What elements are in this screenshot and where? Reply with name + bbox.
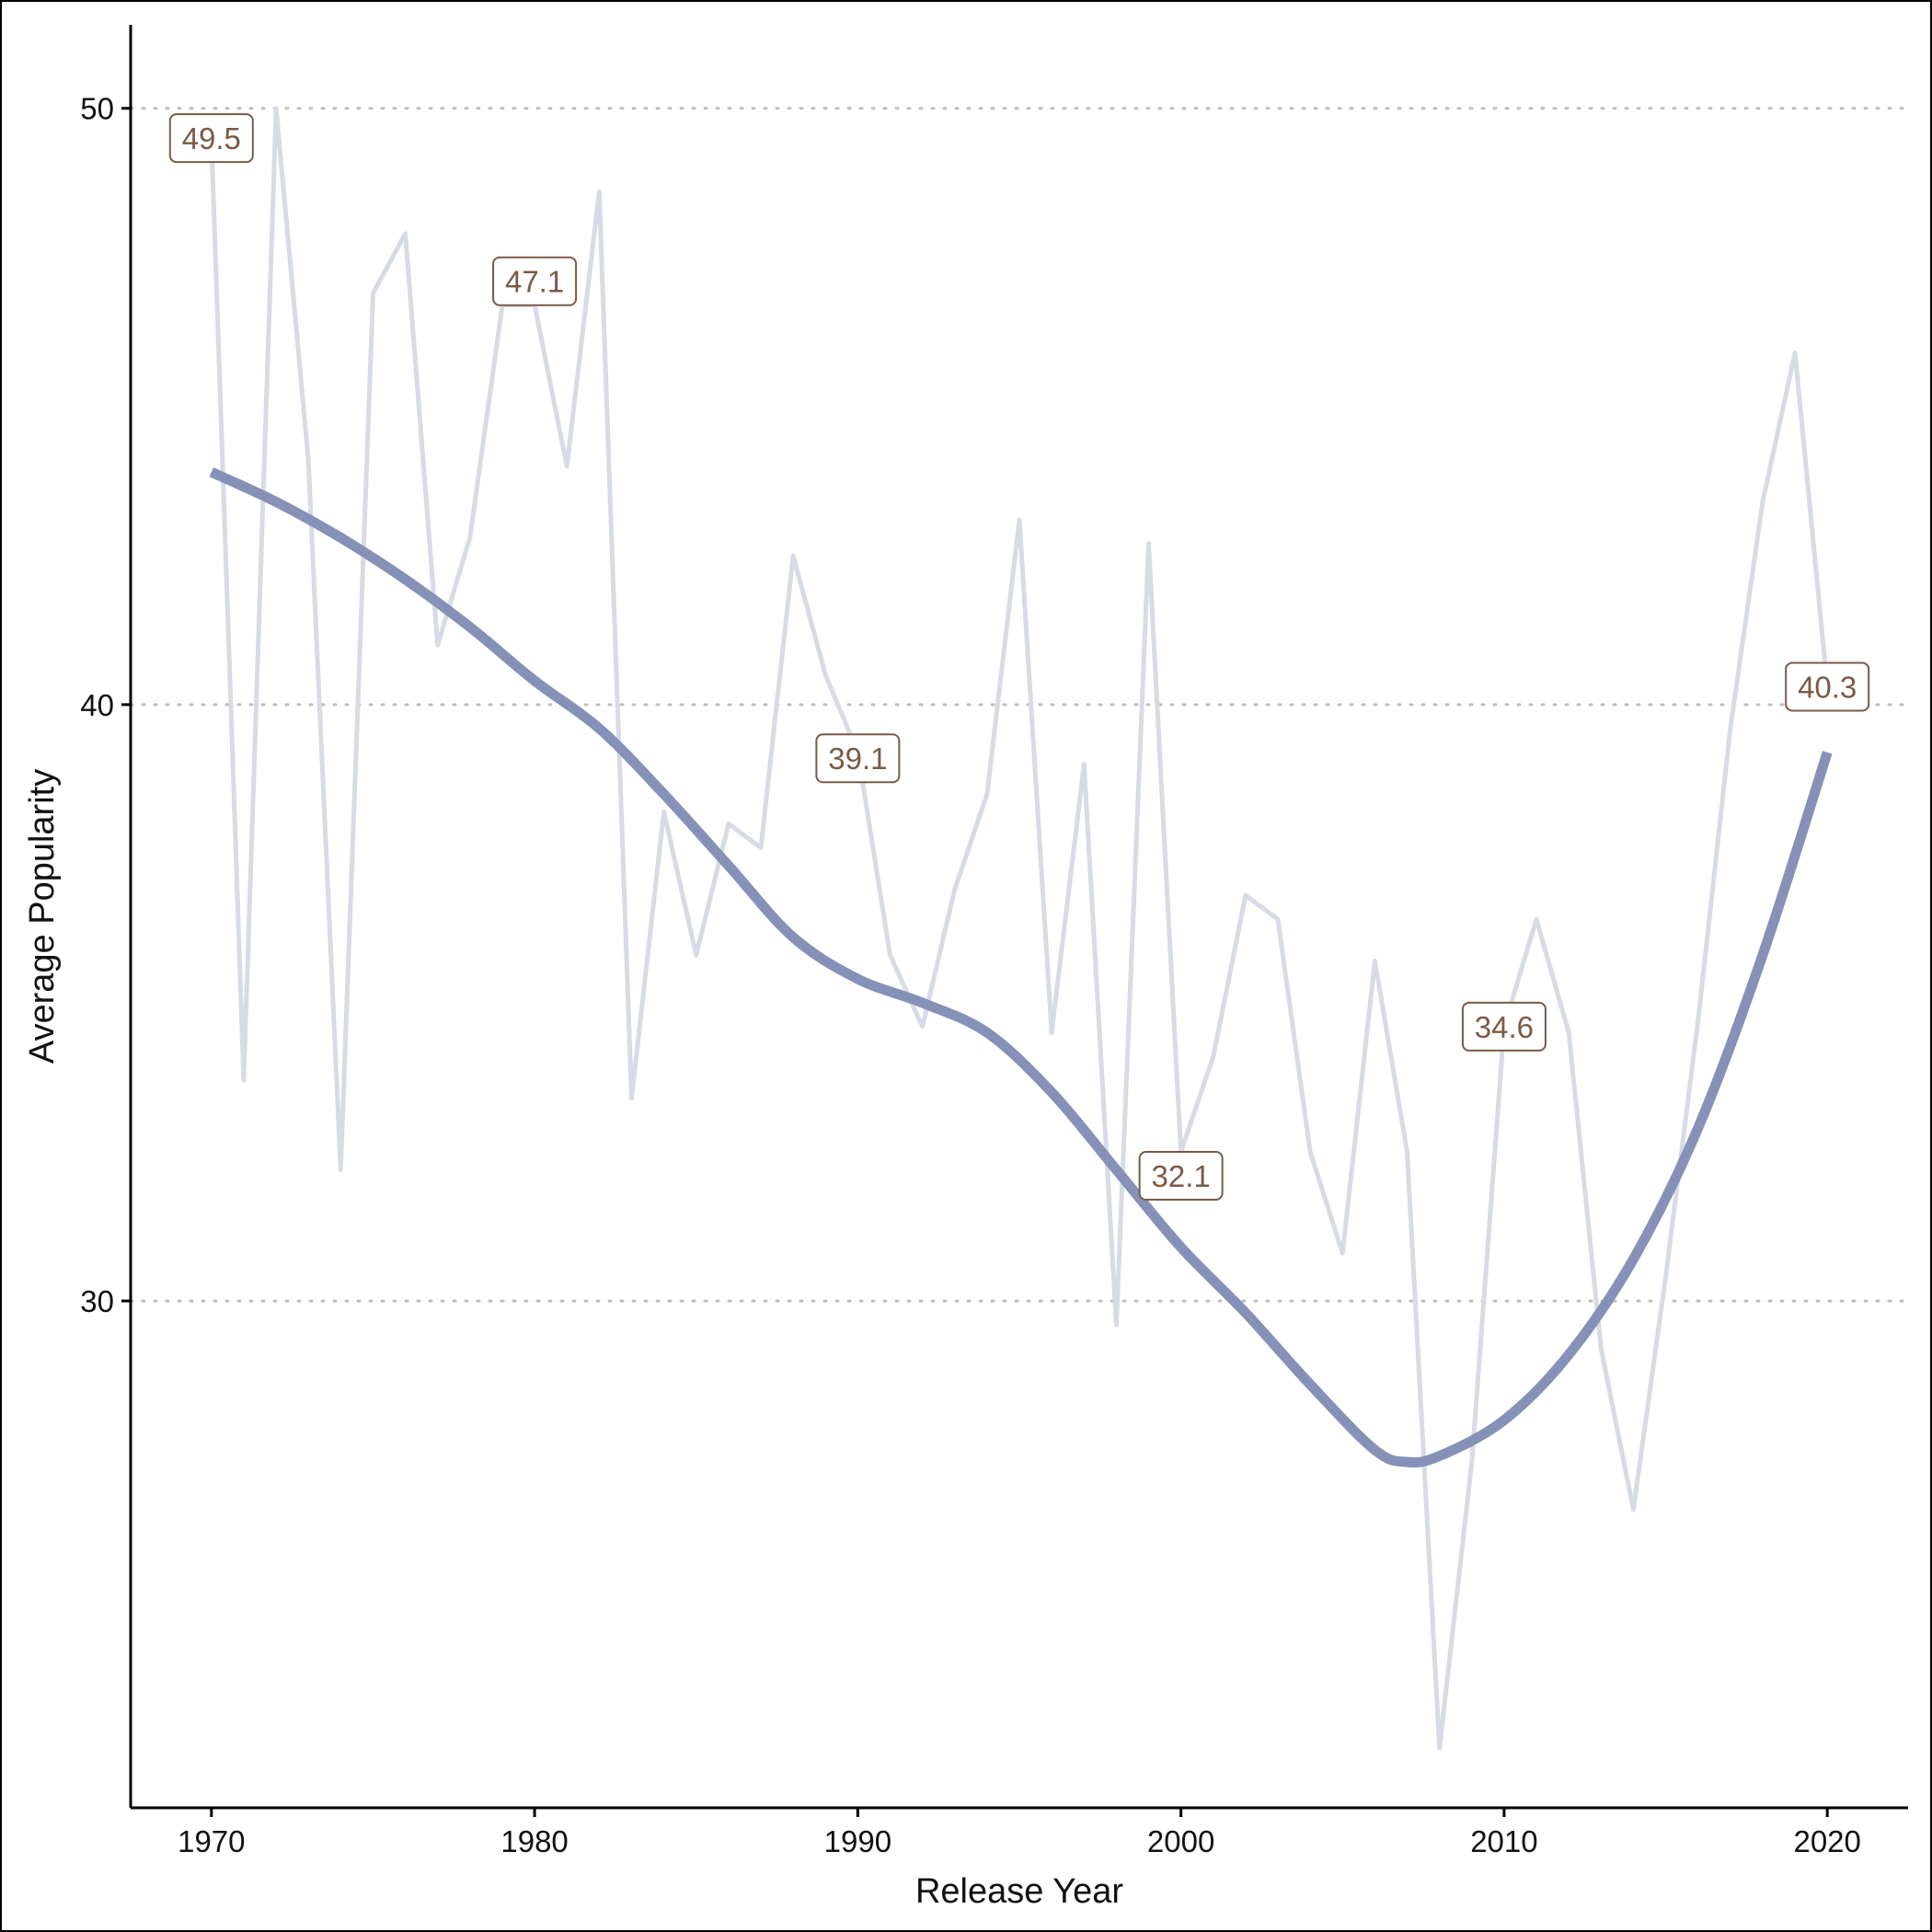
data-labels: 49.5 47.1 39.1 32.1 34.6 40.3	[168, 113, 1870, 1201]
x-tick-label-2000: 2000	[1147, 1824, 1214, 1858]
y-tick-label-40: 40	[80, 688, 114, 722]
y-tick-label-30: 30	[80, 1284, 114, 1318]
x-tick-label-1980: 1980	[500, 1824, 568, 1858]
x-tick-label-2020: 2020	[1793, 1824, 1860, 1858]
x-tick-label-1970: 1970	[178, 1824, 245, 1858]
gridlines	[129, 107, 1910, 1303]
x-axis-title: Release Year	[915, 1872, 1123, 1911]
smoothed-series	[209, 467, 1833, 1468]
y-axis-title: Average Popularity	[23, 769, 62, 1064]
y-tick-label-50: 50	[80, 92, 114, 126]
data-label-text: 40.3	[1798, 670, 1857, 704]
data-label-box	[1461, 1001, 1547, 1052]
data-label-text: 34.6	[1475, 1010, 1534, 1044]
data-label-1970: 49.5	[168, 113, 254, 164]
data-label-box	[168, 113, 254, 164]
data-label-text: 49.5	[182, 121, 241, 155]
data-label-box	[1138, 1150, 1224, 1201]
x-tick-label-2010: 2010	[1470, 1824, 1537, 1858]
data-label-box	[492, 256, 578, 306]
data-label-1990: 39.1	[815, 733, 901, 784]
raw-series-line	[209, 106, 1830, 1751]
data-label-text: 39.1	[828, 742, 887, 776]
data-label-2020: 40.3	[1785, 661, 1870, 712]
smoothed-trend-line	[209, 467, 1833, 1468]
raw-series	[209, 106, 1830, 1751]
x-tick-label-1990: 1990	[824, 1824, 891, 1858]
data-label-text: 32.1	[1152, 1159, 1211, 1193]
axes	[121, 25, 1908, 1817]
tick-labels: 1970 1980 1990 2000 2010 2020 30 40 50	[80, 92, 1861, 1858]
data-label-box	[1785, 661, 1870, 712]
data-label-text: 47.1	[505, 265, 564, 299]
data-label-box	[815, 733, 901, 784]
data-label-2000: 32.1	[1138, 1150, 1224, 1201]
data-label-2010: 34.6	[1461, 1001, 1547, 1052]
data-label-1980: 47.1	[492, 256, 578, 306]
